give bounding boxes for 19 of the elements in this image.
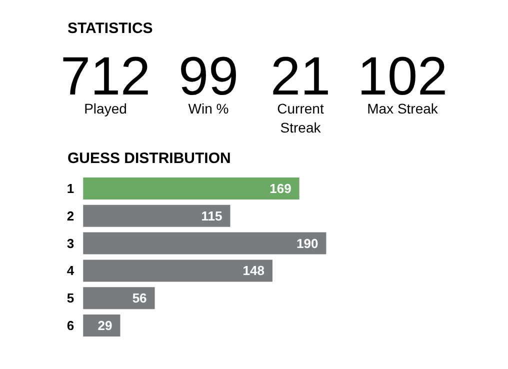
bar bbox=[83, 232, 326, 254]
y-tick-label: 1 bbox=[66, 181, 74, 196]
data-label: 148 bbox=[242, 263, 264, 278]
y-tick-label: 2 bbox=[66, 208, 74, 224]
data-label: 115 bbox=[201, 208, 222, 224]
y-tick-label: 6 bbox=[66, 318, 74, 333]
y-tick-label: 3 bbox=[66, 236, 74, 251]
bar bbox=[83, 204, 230, 227]
data-label: 29 bbox=[98, 318, 112, 333]
bar bbox=[83, 287, 155, 310]
chart-title: GUESS DISTRIBUTION bbox=[68, 150, 231, 167]
text: STATISTICS bbox=[68, 20, 153, 37]
bar bbox=[83, 178, 300, 200]
data-label: 169 bbox=[270, 181, 292, 196]
y-tick-label: 5 bbox=[66, 290, 74, 306]
data-label: 190 bbox=[296, 236, 318, 251]
bar bbox=[83, 260, 272, 282]
data-label: 56 bbox=[132, 290, 147, 306]
y-tick-label: 4 bbox=[66, 263, 75, 278]
